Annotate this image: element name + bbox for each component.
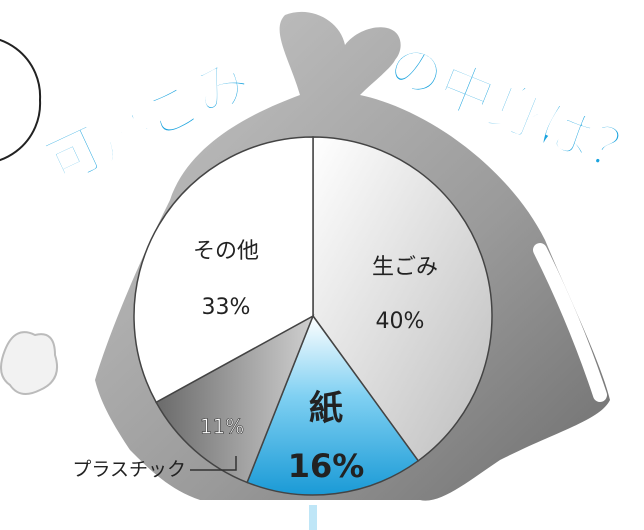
category-label: 紙 (309, 389, 343, 429)
value-label: 16% (288, 447, 365, 485)
category-label: プラスチック (72, 459, 186, 481)
category-label: 生ごみ (372, 255, 438, 280)
value-label: 40% (376, 309, 425, 334)
chart: 可燃ごみ の中身は？ 生ごみ40%紙16%プラスチック11%その他33% (0, 0, 644, 530)
category-label: その他 (193, 239, 259, 264)
value-label: 33% (202, 295, 251, 320)
value-label: 11% (200, 415, 244, 439)
